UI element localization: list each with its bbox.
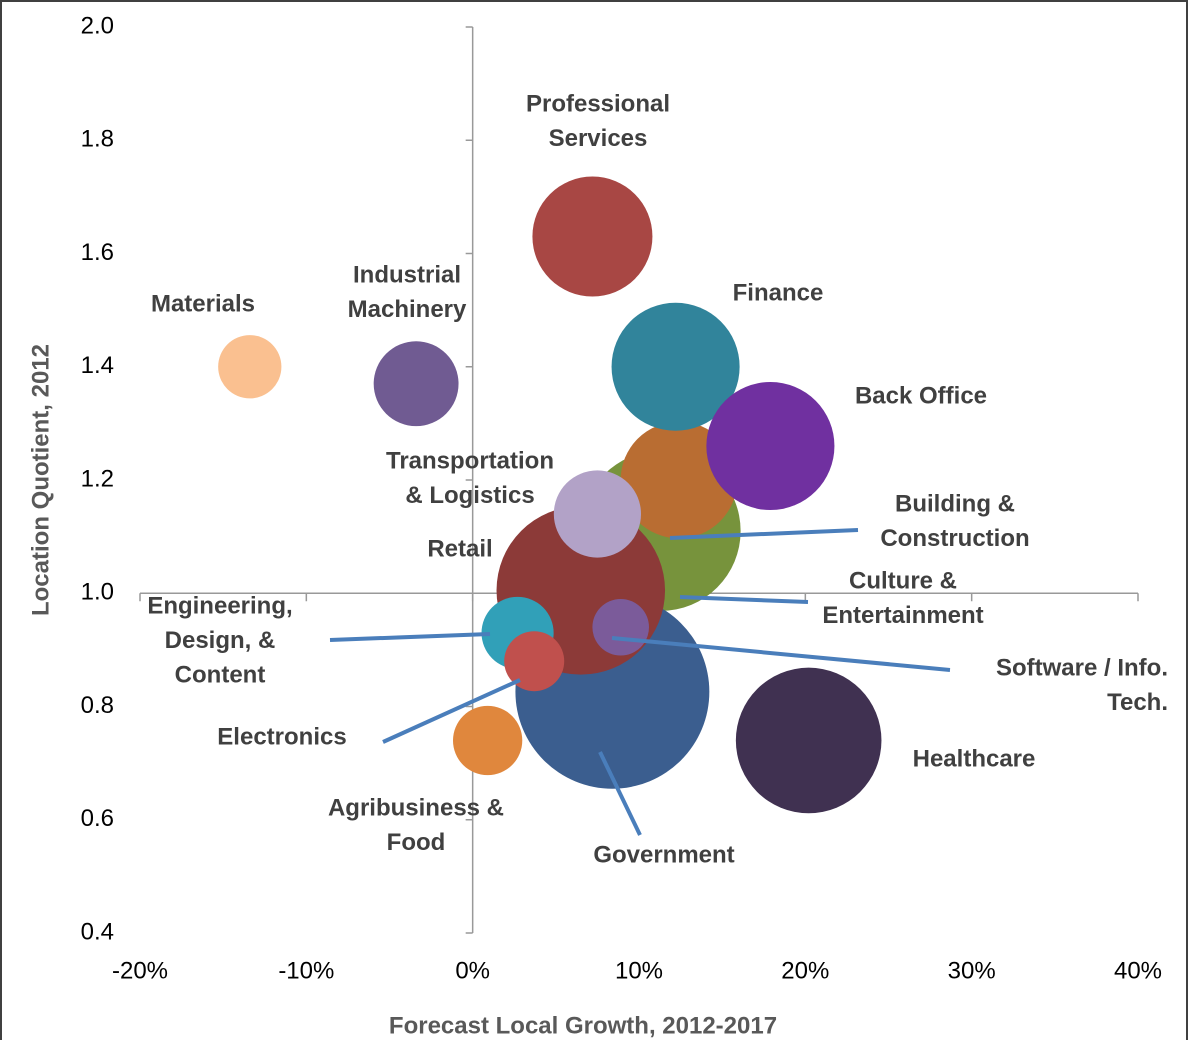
- bubble: [735, 667, 882, 814]
- x-tick-label: 20%: [781, 957, 829, 984]
- bubble-label: Industrial: [353, 261, 461, 288]
- bubble-label: Retail: [427, 535, 492, 562]
- x-tick-label: -10%: [278, 957, 334, 984]
- leader-line: [679, 595, 809, 604]
- y-tick-label: 0.6: [81, 805, 114, 832]
- y-tick-label: 1.6: [81, 239, 114, 266]
- bubble-label: Agribusiness &: [328, 794, 504, 821]
- leader-lines: [329, 528, 951, 836]
- bubble-label: Building &: [895, 490, 1015, 517]
- x-tick-label: 0%: [455, 957, 490, 984]
- bubble-label: Services: [549, 125, 648, 152]
- leader-line: [611, 636, 951, 672]
- bubble-label: Entertainment: [822, 602, 983, 629]
- bubble-label: Construction: [880, 525, 1029, 552]
- bubble-label: Finance: [733, 279, 824, 306]
- bubble: [553, 470, 642, 558]
- leader-line: [329, 632, 491, 642]
- x-axis-title: Forecast Local Growth, 2012-2017: [389, 1012, 777, 1039]
- bubble-label: Engineering,: [147, 592, 292, 619]
- bubble-label: Content: [175, 661, 266, 688]
- bubble: [218, 335, 282, 399]
- leader-line: [598, 751, 642, 836]
- bubble-label: Culture &: [849, 567, 957, 594]
- bubble-label: Transportation: [386, 447, 554, 474]
- x-tick-label: 40%: [1114, 957, 1162, 984]
- bubble-label: Tech.: [1107, 689, 1168, 716]
- bubble: [532, 176, 653, 297]
- y-tick-label: 1.4: [81, 352, 114, 379]
- bubble: [706, 381, 835, 511]
- bubble: [611, 302, 740, 431]
- x-tick-label: 10%: [615, 957, 663, 984]
- bubble-label: Electronics: [217, 723, 346, 750]
- bubble-label: Professional: [526, 90, 670, 117]
- leader-line: [382, 678, 521, 744]
- bubble: [373, 341, 459, 427]
- bubble-label: Design, &: [165, 627, 276, 654]
- bubble-label: Healthcare: [913, 745, 1036, 772]
- bubble-label: & Logistics: [405, 482, 534, 509]
- y-axis-title: Location Quotient, 2012: [27, 344, 54, 616]
- y-tick-label: 1.2: [81, 465, 114, 492]
- bubble-label: Government: [593, 841, 734, 868]
- bubble: [452, 705, 523, 776]
- bubble-label: Machinery: [348, 296, 467, 323]
- bubble: [592, 598, 649, 656]
- bubble-label: Software / Info.: [996, 654, 1168, 681]
- bubble-label: Materials: [151, 290, 255, 317]
- bubble: [504, 631, 565, 692]
- y-tick-label: 1.0: [81, 579, 114, 606]
- y-tick-label: 1.8: [81, 126, 114, 153]
- bubble-label: Back Office: [855, 382, 987, 409]
- y-tick-label: 2.0: [81, 12, 114, 39]
- x-tick-label: 30%: [948, 957, 996, 984]
- leader-line: [669, 528, 859, 540]
- y-tick-label: 0.8: [81, 692, 114, 719]
- y-tick-label: 0.4: [81, 918, 114, 945]
- x-tick-label: -20%: [112, 957, 168, 984]
- bubble-label: Food: [387, 829, 446, 856]
